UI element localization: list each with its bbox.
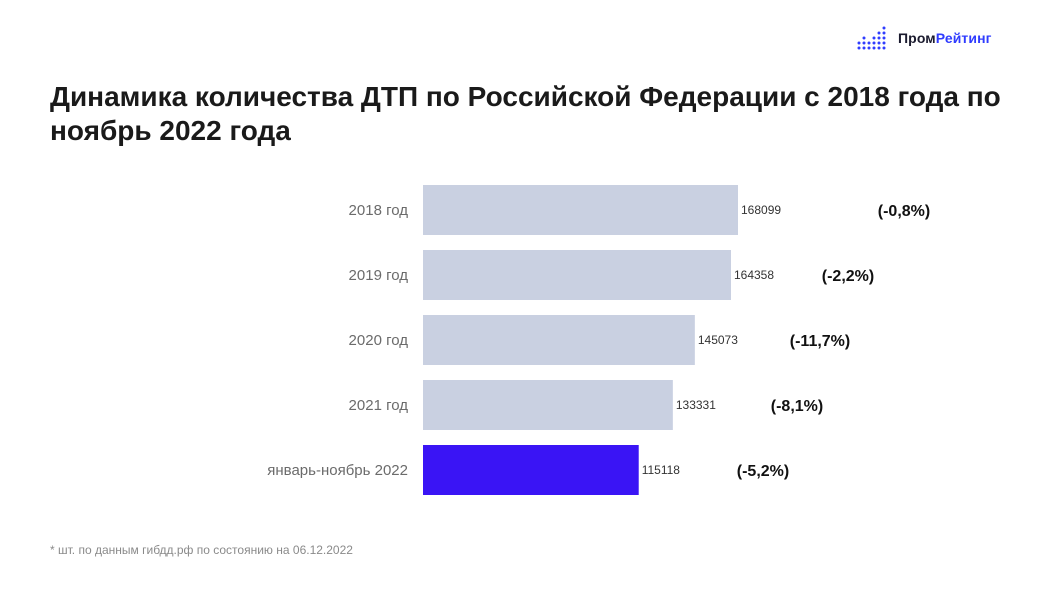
bar bbox=[423, 380, 673, 430]
change-label: (-5,2%) bbox=[737, 463, 789, 480]
bar bbox=[423, 315, 695, 365]
bar-dots-logo-icon bbox=[857, 26, 886, 50]
category-label: 2019 год bbox=[349, 267, 409, 284]
change-label: (-2,2%) bbox=[822, 268, 874, 285]
value-label: 115118 bbox=[642, 463, 681, 477]
value-label: 168099 bbox=[741, 203, 781, 217]
footnote: * шт. по данным гибдд.рф по состоянию на… bbox=[50, 543, 353, 557]
brand-name-part2: Рейтинг bbox=[935, 30, 992, 46]
bar bbox=[423, 250, 731, 300]
change-label: (-0,8%) bbox=[878, 203, 930, 220]
brand-logo: ПромРейтинг bbox=[856, 24, 992, 52]
brand-name: ПромРейтинг bbox=[898, 30, 992, 46]
brand-name-part1: Пром bbox=[898, 30, 936, 46]
bar bbox=[423, 185, 738, 235]
value-label: 133331 bbox=[676, 398, 716, 412]
category-label: 2021 год bbox=[349, 397, 409, 414]
change-label: (-11,7%) bbox=[790, 333, 850, 350]
category-label: 2020 год bbox=[349, 332, 409, 349]
bar bbox=[423, 445, 639, 495]
category-label: 2018 год bbox=[349, 202, 409, 219]
change-label: (-8,1%) bbox=[771, 398, 823, 415]
bar-chart: 2018 год 168099 (-0,8%) 2019 год 164358 (-2,2… bbox=[267, 185, 930, 495]
chart-title: Динамика количества ДТП по Российской Фе… bbox=[50, 81, 1001, 146]
category-label: январь-ноябрь 2022 bbox=[267, 462, 408, 479]
value-label: 164358 bbox=[734, 268, 774, 282]
value-label: 145073 bbox=[698, 333, 738, 347]
